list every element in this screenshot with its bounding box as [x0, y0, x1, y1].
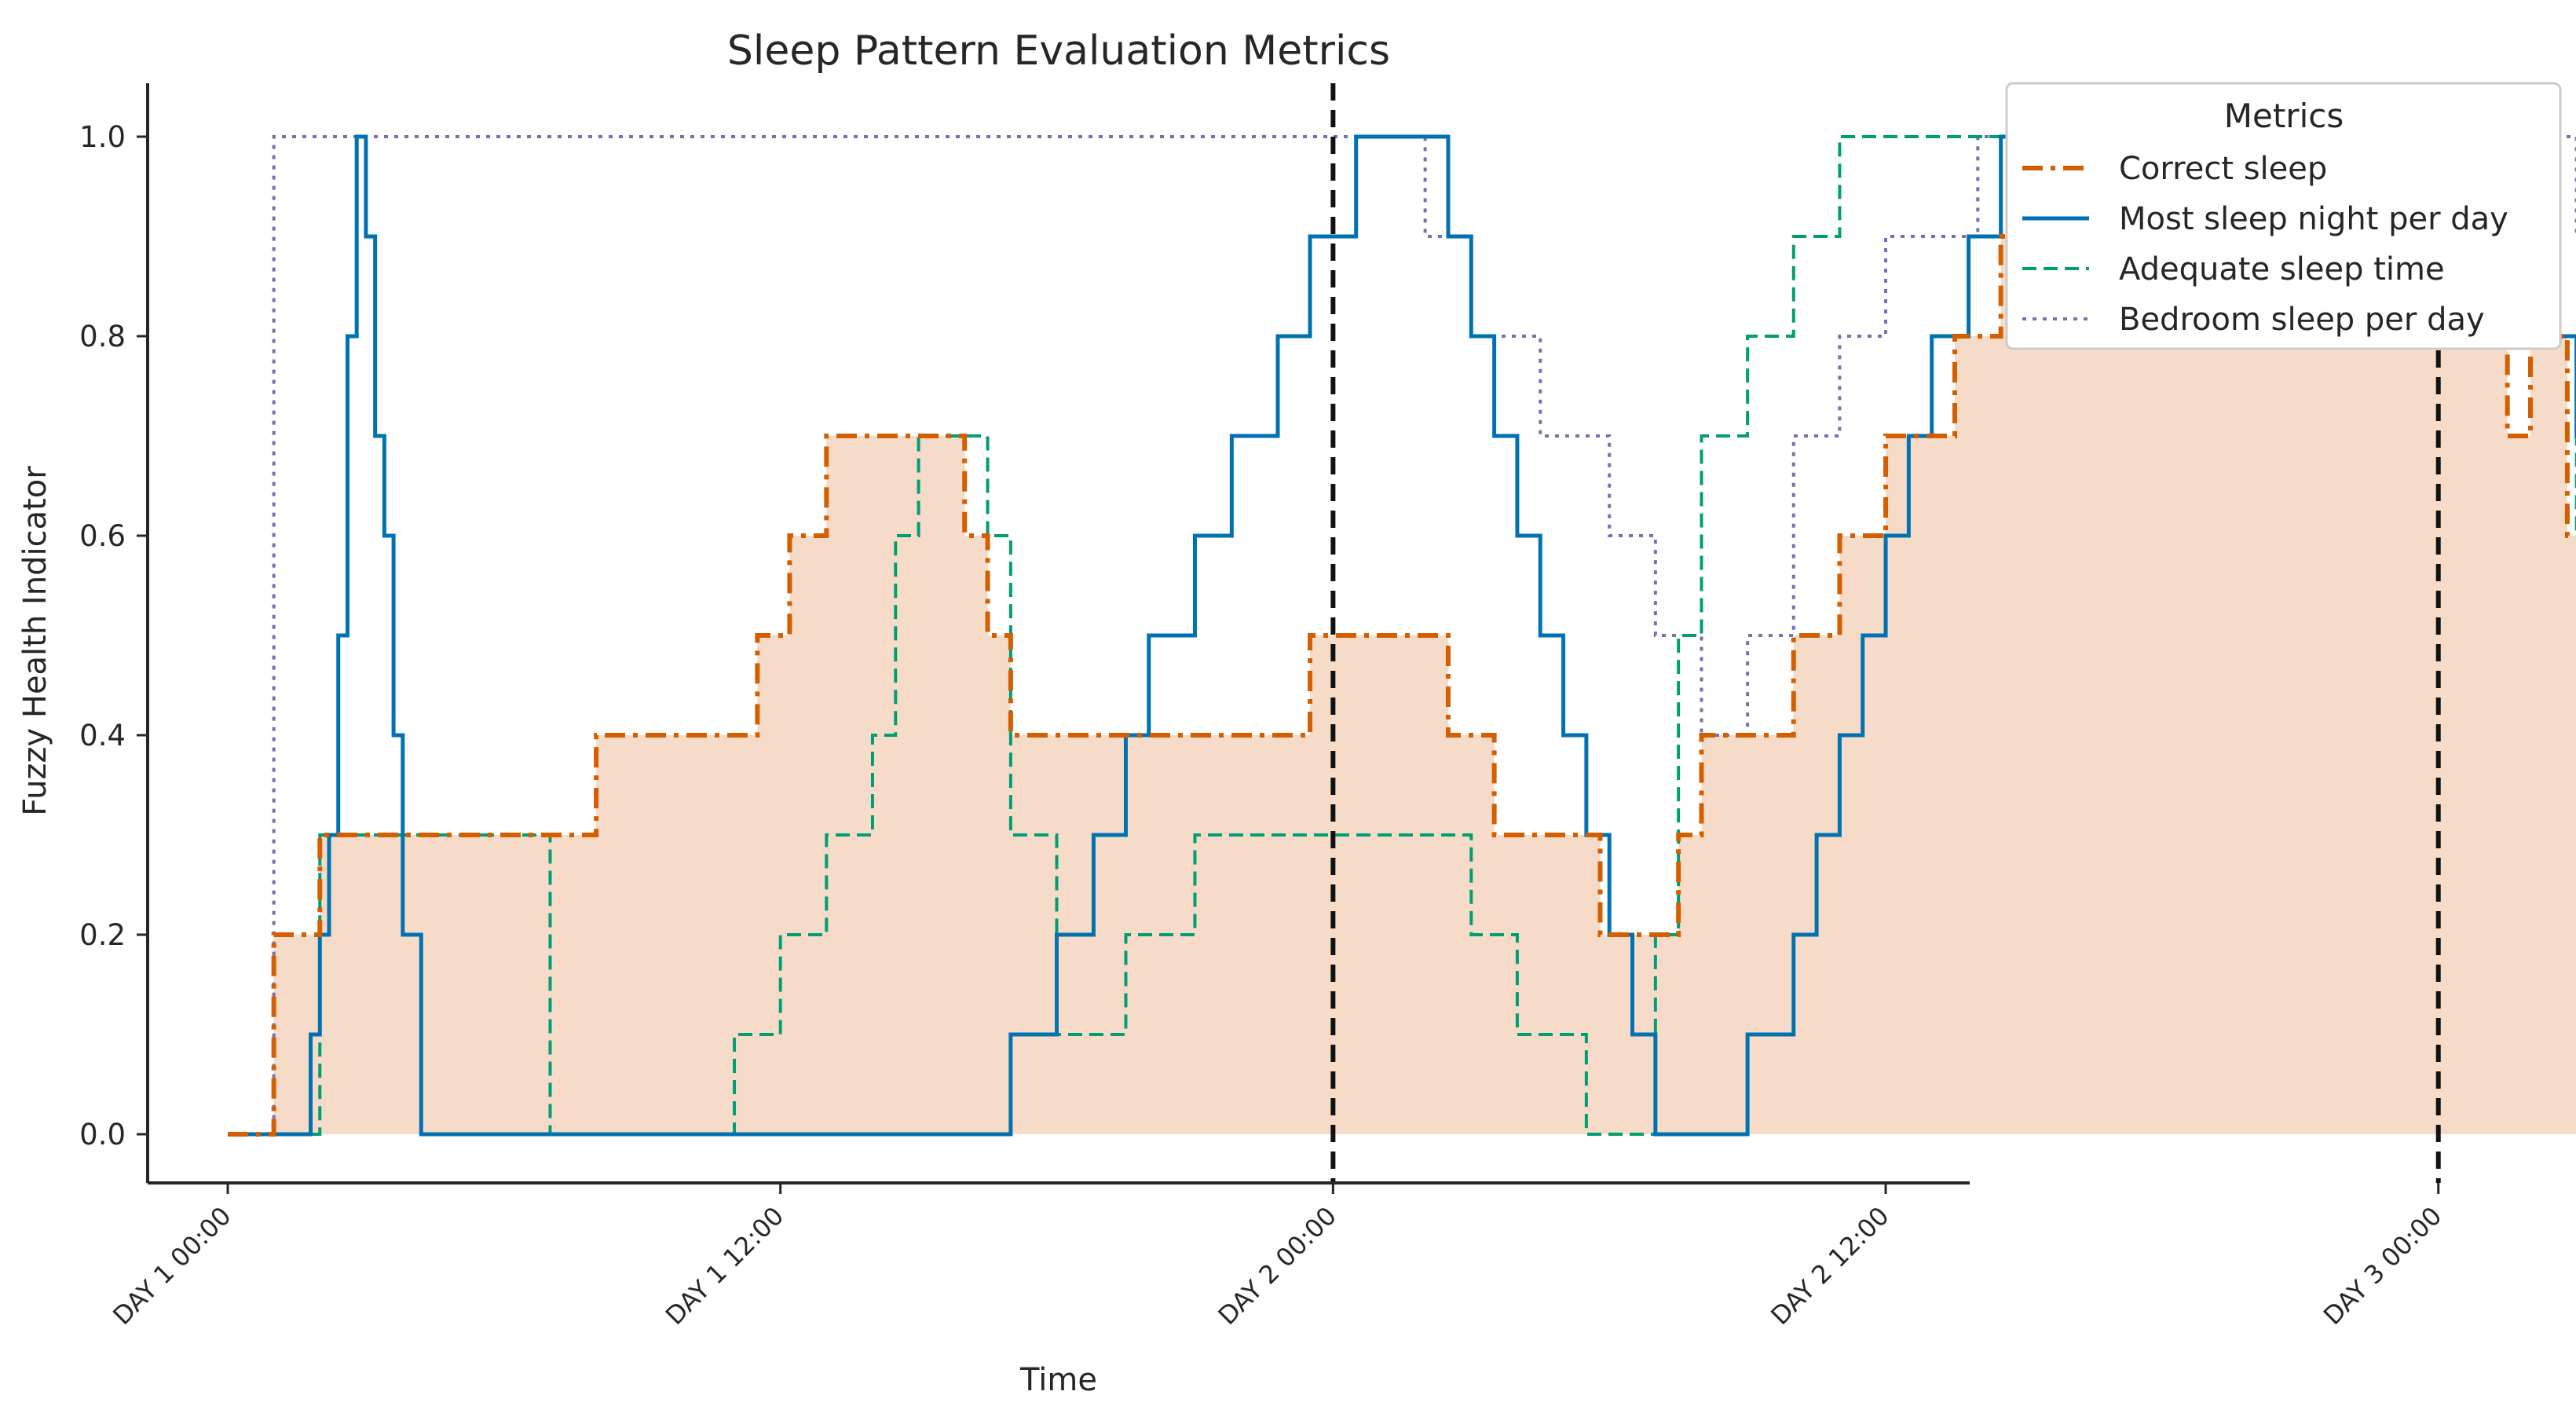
y-axis-title: Fuzzy Health Indicator — [17, 466, 53, 816]
plot-area — [228, 83, 2576, 1183]
series-line-bedroom-sleep-per-day — [228, 135, 2576, 1136]
legend-items: Correct sleep Most sleep night per day Ade… — [2022, 151, 2508, 338]
chart-title: Sleep Pattern Evaluation Metrics — [727, 27, 1390, 75]
series-line-adequate-sleep-time — [228, 135, 2576, 1136]
legend: Metrics Correct sleep Most sleep night pe… — [2005, 82, 2562, 350]
y-tick-label: 1.0 — [79, 120, 126, 154]
y-tick-label: 0.4 — [79, 719, 126, 752]
legend-label: Adequate sleep time — [2119, 251, 2445, 287]
y-tick-label: 0.6 — [79, 519, 126, 553]
y-ticks: 0.0 0.2 0.4 0.6 0.8 1.0 — [79, 120, 148, 1152]
legend-label: Most sleep night per day — [2119, 201, 2508, 237]
series-line-correct-sleep — [228, 234, 2576, 1137]
y-tick-label: 0.0 — [79, 1118, 126, 1152]
legend-title: Metrics — [2224, 97, 2344, 135]
legend-frame — [2005, 82, 2562, 350]
y-tick-label: 0.8 — [79, 320, 126, 353]
legend-label: Correct sleep — [2119, 151, 2327, 187]
x-axis-title: Time — [1019, 1362, 1097, 1398]
correct-sleep-fill-area — [228, 236, 2576, 1134]
legend-label: Bedroom sleep per day — [2119, 302, 2485, 338]
y-tick-label: 0.2 — [79, 918, 126, 952]
